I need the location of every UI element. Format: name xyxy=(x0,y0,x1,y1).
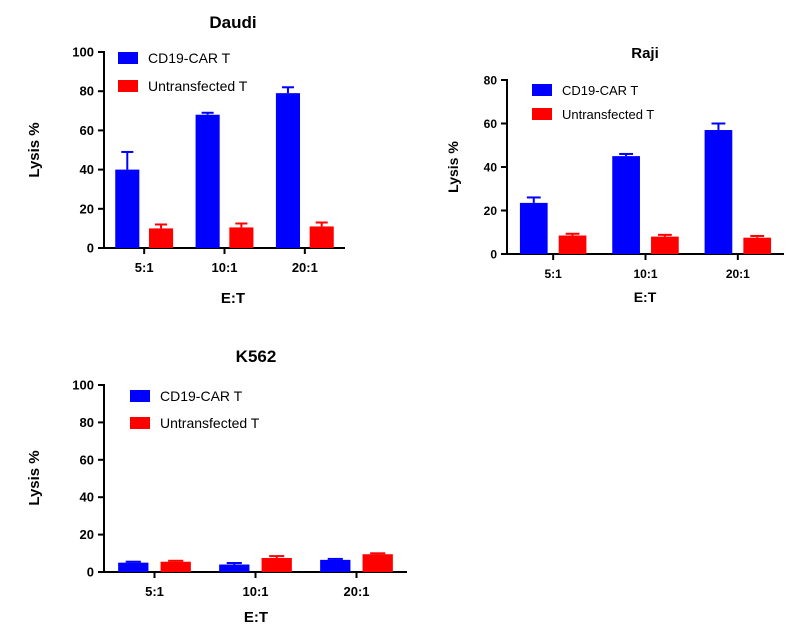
x-tick-label: 10:1 xyxy=(242,584,268,599)
y-tick-label: 80 xyxy=(80,84,94,99)
bar-car-t xyxy=(320,559,351,572)
x-tick-label: 5:1 xyxy=(544,267,562,281)
y-tick-label: 80 xyxy=(80,415,94,430)
bar-car-t xyxy=(115,169,140,248)
bar-untransfected-t xyxy=(309,226,334,248)
legend-swatch-car-t xyxy=(118,52,138,64)
bar-untransfected-t xyxy=(148,228,174,248)
legend-label: Untransfected T xyxy=(148,78,248,94)
bar-car-t xyxy=(219,564,250,572)
y-tick-label: 60 xyxy=(80,452,94,467)
y-axis-label: Lysis % xyxy=(26,122,43,177)
x-tick-label: 5:1 xyxy=(135,260,154,275)
legend-label: CD19-CAR T xyxy=(160,388,243,404)
y-tick-label: 0 xyxy=(87,565,94,580)
legend-label: CD19-CAR T xyxy=(562,83,638,98)
y-axis-label: Lysis % xyxy=(26,450,43,505)
y-tick-label: 60 xyxy=(80,123,94,138)
y-tick-label: 20 xyxy=(80,201,94,216)
y-tick-label: 80 xyxy=(484,74,498,88)
x-axis-label: E:T xyxy=(634,289,657,305)
chart-title: Raji xyxy=(631,45,659,62)
chart-title: K562 xyxy=(236,347,277,366)
x-tick-label: 20:1 xyxy=(292,260,318,275)
y-tick-label: 60 xyxy=(484,117,498,131)
bar-car-t xyxy=(195,114,220,248)
x-tick-label: 20:1 xyxy=(726,267,750,281)
legend-label: Untransfected T xyxy=(160,415,260,431)
y-tick-label: 20 xyxy=(484,204,498,218)
legend-swatch-untransfected-t xyxy=(130,417,150,429)
legend: CD19-CAR T Untransfected T xyxy=(118,50,248,94)
legend-swatch-car-t xyxy=(532,84,552,96)
chart-k562: K562 0 20 40 60 80 100 5:1 10:1 20:1 E:T Lysis % CD1… xyxy=(26,347,407,626)
x-tick-label: 10:1 xyxy=(211,260,237,275)
legend-swatch-car-t xyxy=(130,390,150,402)
x-tick-label: 20:1 xyxy=(343,584,369,599)
y-tick-label: 100 xyxy=(72,45,94,60)
x-axis-label: E:T xyxy=(221,290,245,307)
legend: CD19-CAR T Untransfected T xyxy=(532,83,654,122)
y-tick-label: 40 xyxy=(484,161,498,175)
chart-title: Daudi xyxy=(209,13,256,32)
legend-swatch-untransfected-t xyxy=(118,80,138,92)
x-axis-label: E:T xyxy=(244,609,268,626)
legend-swatch-untransfected-t xyxy=(532,108,552,120)
bar-untransfected-t xyxy=(651,236,679,254)
legend-label: Untransfected T xyxy=(562,107,654,122)
y-tick-label: 100 xyxy=(72,378,94,393)
legend-label: CD19-CAR T xyxy=(148,50,231,66)
bar-untransfected-t xyxy=(362,554,393,572)
y-tick-label: 20 xyxy=(80,527,94,542)
y-tick-label: 40 xyxy=(80,162,94,177)
legend: CD19-CAR T Untransfected T xyxy=(130,388,260,431)
bar-untransfected-t xyxy=(229,227,254,248)
y-tick-label: 0 xyxy=(87,241,94,256)
bar-car-t xyxy=(275,93,301,248)
bar-untransfected-t xyxy=(743,237,772,254)
chart-daudi: Daudi 0 20 40 60 80 100 5:1 10:1 20:1 E:T Lysis % CD… xyxy=(26,13,345,307)
chart-raji: Raji 0 20 40 60 80 5:1 10:1 20:1 E:T Lysis % CD19-C… xyxy=(445,45,784,305)
y-tick-label: 0 xyxy=(490,248,497,262)
bar-car-t xyxy=(118,562,149,572)
x-tick-label: 5:1 xyxy=(145,584,164,599)
y-tick-label: 40 xyxy=(80,490,94,505)
bar-untransfected-t xyxy=(558,235,587,254)
bar-car-t xyxy=(519,202,548,254)
bar-car-t xyxy=(612,156,640,254)
x-tick-label: 10:1 xyxy=(633,267,657,281)
bar-untransfected-t xyxy=(160,561,191,572)
bar-car-t xyxy=(704,130,733,254)
y-axis-label: Lysis % xyxy=(445,141,461,193)
bar-untransfected-t xyxy=(261,557,292,572)
